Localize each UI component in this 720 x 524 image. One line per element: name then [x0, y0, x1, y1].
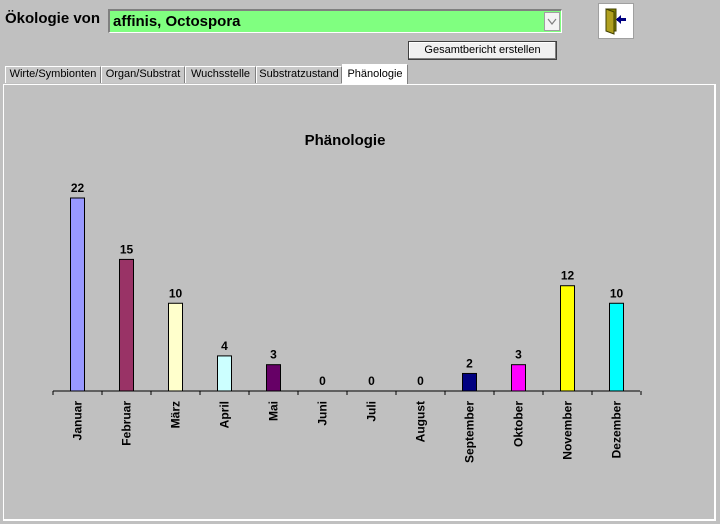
value-label: 4 [221, 339, 228, 353]
exit-door-icon [605, 8, 626, 35]
chart-title: Phänologie [305, 132, 386, 149]
month-label: Juni [316, 401, 330, 426]
bar-januar [70, 197, 85, 392]
species-select[interactable]: affinis, Octospora [108, 9, 562, 33]
bar-märz [168, 302, 183, 392]
month-label: Oktober [512, 401, 526, 447]
tab-phenology[interactable]: Phänologie [342, 64, 408, 85]
tab-habitat[interactable]: Wuchsstelle [185, 66, 256, 83]
value-label: 10 [169, 286, 183, 300]
month-label: Februar [120, 401, 134, 446]
month-label: Dezember [610, 401, 624, 459]
bar-februar [119, 258, 134, 392]
tab-hosts-symbionts[interactable]: Wirte/Symbionten [5, 66, 101, 83]
value-label: 0 [417, 374, 424, 388]
month-label: August [414, 401, 428, 442]
bar-april [217, 355, 232, 392]
phenology-panel: Phänologie 22 Januar 15 Februar 10 März 4 April… [3, 84, 716, 521]
month-label: September [463, 401, 477, 463]
month-label: März [169, 401, 183, 428]
species-select-value: affinis, Octospora [113, 13, 241, 30]
bar-oktober [511, 364, 526, 392]
tab-organ-substrate[interactable]: Organ/Substrat [101, 66, 185, 83]
exit-button[interactable] [598, 3, 634, 39]
bar-dezember [609, 302, 624, 392]
value-label: 3 [515, 348, 522, 362]
value-label: 22 [71, 181, 85, 195]
value-label: 15 [120, 242, 134, 256]
tab-substrate-state[interactable]: Substratzustand [256, 66, 342, 83]
value-label: 0 [368, 374, 375, 388]
create-report-button[interactable]: Gesamtbericht erstellen [408, 41, 557, 60]
value-label: 2 [466, 356, 473, 370]
month-label: Januar [71, 401, 85, 441]
bar-september [462, 372, 477, 392]
value-label: 12 [561, 269, 575, 283]
bar-november [560, 285, 575, 392]
month-label: Mai [267, 401, 281, 421]
value-label: 10 [610, 286, 624, 300]
value-label: 3 [270, 348, 277, 362]
ecology-title-label: Ökologie von [5, 10, 101, 27]
month-label: April [218, 401, 232, 428]
month-label: November [561, 401, 575, 460]
month-label: Juli [365, 401, 379, 422]
phenology-chart: Phänologie 22 Januar 15 Februar 10 März 4 April… [52, 132, 642, 463]
value-label: 0 [319, 374, 326, 388]
chevron-down-icon[interactable] [544, 12, 560, 31]
bar-mai [266, 364, 281, 392]
